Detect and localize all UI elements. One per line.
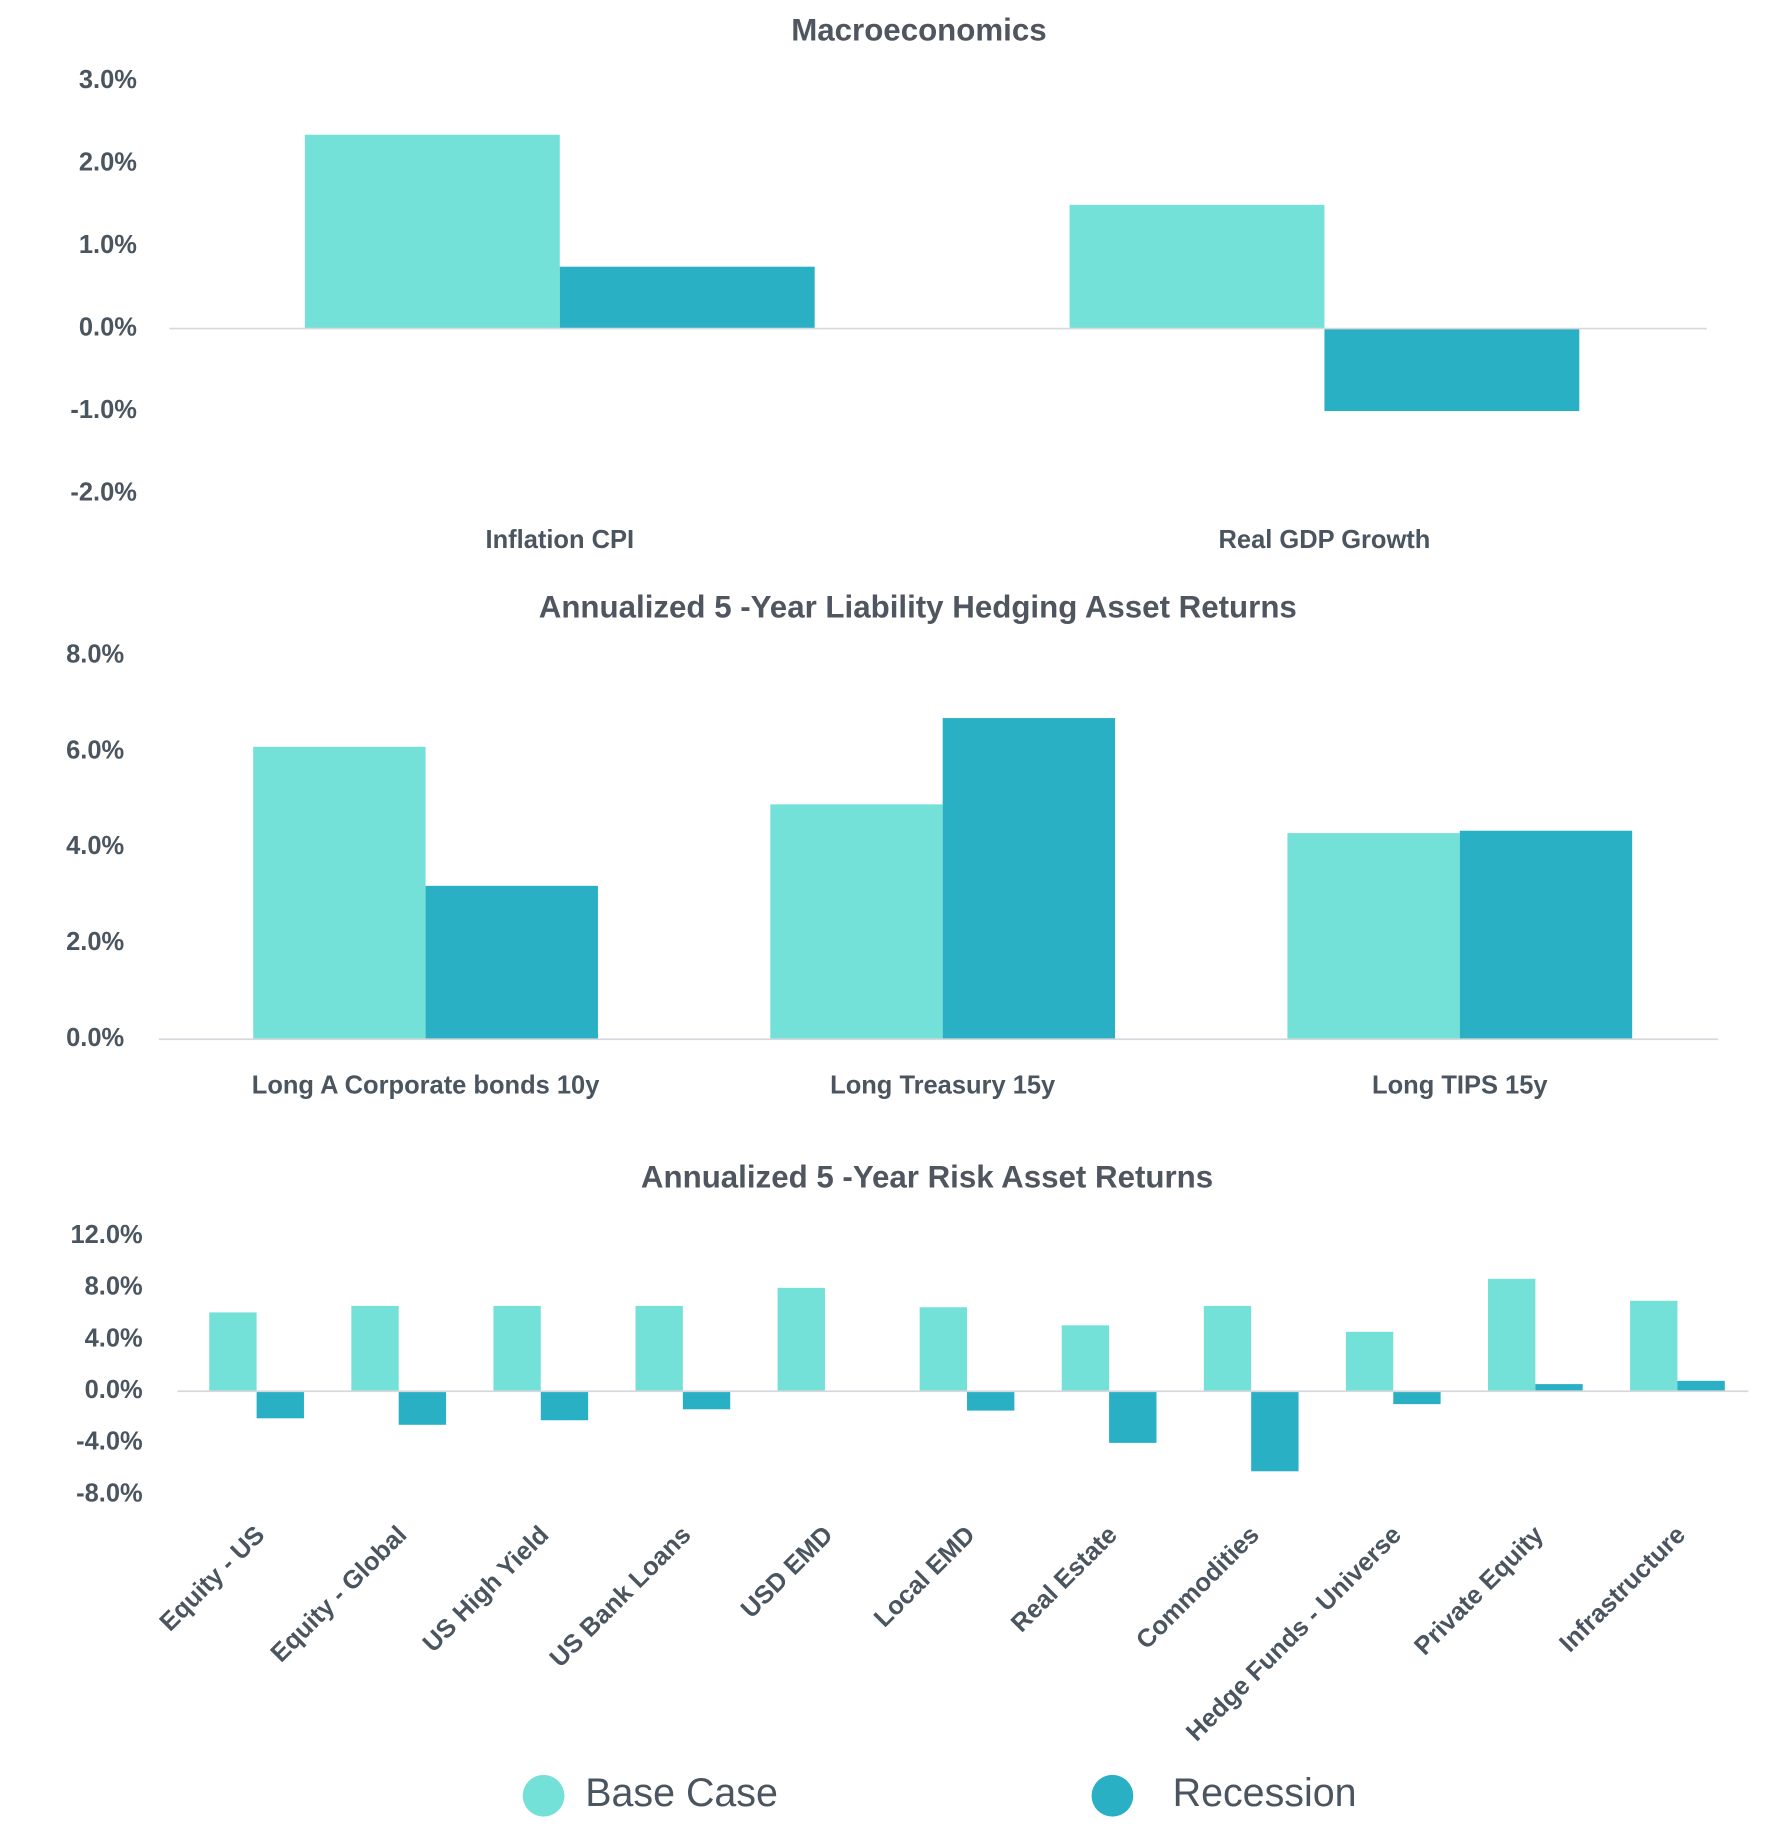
bar bbox=[1487, 1278, 1536, 1392]
y-tick-label: 3.0% bbox=[79, 66, 137, 94]
y-tick-label: 1.0% bbox=[79, 231, 137, 259]
x-tick-label: Local EMD bbox=[869, 1521, 981, 1633]
bar bbox=[540, 1391, 589, 1421]
bar bbox=[1345, 1331, 1394, 1392]
bar bbox=[967, 1391, 1015, 1411]
chart-title: Macroeconomics bbox=[791, 13, 1046, 48]
x-tick-label: Private Equity bbox=[1409, 1520, 1549, 1660]
y-tick-label: 4.0% bbox=[66, 832, 124, 860]
bar bbox=[351, 1305, 399, 1392]
y-tick-label: 4.0% bbox=[85, 1324, 143, 1352]
y-tick-label: 0.0% bbox=[85, 1376, 143, 1404]
bar bbox=[1535, 1384, 1583, 1392]
x-tick-label: Infrastructure bbox=[1554, 1521, 1691, 1658]
legend-label: Base Case bbox=[585, 1771, 778, 1815]
chart-title: Annualized 5 -Year Liability Hedging Ass… bbox=[539, 590, 1297, 625]
bar bbox=[1459, 830, 1633, 1040]
bar bbox=[493, 1305, 541, 1392]
bar bbox=[559, 266, 815, 329]
bar bbox=[253, 746, 426, 1040]
chart-title: Annualized 5 -Year Risk Asset Returns bbox=[641, 1160, 1213, 1195]
y-tick-label: 0.0% bbox=[79, 313, 137, 341]
legend-swatch bbox=[1091, 1774, 1134, 1817]
bar bbox=[1061, 1325, 1110, 1392]
y-tick-label: 0.0% bbox=[66, 1024, 124, 1052]
bar bbox=[209, 1312, 257, 1392]
x-tick-label: Equity - Global bbox=[265, 1521, 412, 1668]
x-tick-label: Commodities bbox=[1131, 1521, 1265, 1655]
x-tick-label: US High Yield bbox=[418, 1521, 555, 1658]
bar bbox=[1677, 1380, 1725, 1392]
y-tick-label: 8.0% bbox=[66, 640, 124, 668]
y-tick-label: -8.0% bbox=[76, 1479, 143, 1507]
x-tick-label: Long Treasury 15y bbox=[830, 1071, 1056, 1099]
x-tick-label: Real GDP Growth bbox=[1219, 526, 1431, 554]
y-tick-label: 8.0% bbox=[85, 1273, 143, 1301]
bar bbox=[1109, 1391, 1157, 1443]
bar bbox=[1324, 328, 1580, 412]
bar bbox=[425, 885, 598, 1040]
bar bbox=[1630, 1300, 1678, 1392]
bar bbox=[919, 1307, 968, 1392]
x-tick-label: Real Estate bbox=[1006, 1521, 1123, 1638]
bar bbox=[398, 1391, 447, 1425]
bar bbox=[1393, 1391, 1441, 1405]
bar bbox=[1203, 1305, 1252, 1392]
bar bbox=[682, 1391, 731, 1410]
bar bbox=[1251, 1391, 1299, 1472]
y-tick-label: -1.0% bbox=[70, 396, 137, 424]
y-tick-label: 2.0% bbox=[66, 928, 124, 956]
bar bbox=[1287, 833, 1460, 1040]
bar bbox=[777, 1287, 825, 1392]
y-tick-label: -4.0% bbox=[76, 1428, 143, 1456]
bar bbox=[770, 804, 943, 1040]
y-tick-label: -2.0% bbox=[70, 478, 137, 506]
legend-label: Recession bbox=[1173, 1771, 1357, 1815]
y-tick-label: 2.0% bbox=[79, 148, 137, 176]
y-tick-label: 12.0% bbox=[70, 1221, 142, 1249]
x-tick-label: Long A Corporate bonds 10y bbox=[252, 1071, 600, 1099]
bar bbox=[635, 1305, 683, 1392]
legend-swatch bbox=[522, 1774, 565, 1817]
x-tick-label: Inflation CPI bbox=[486, 526, 635, 554]
x-tick-label: US Bank Loans bbox=[545, 1521, 697, 1673]
bar bbox=[256, 1391, 304, 1419]
x-tick-label: Equity - US bbox=[154, 1521, 270, 1637]
bar bbox=[1069, 204, 1325, 329]
y-tick-label: 6.0% bbox=[66, 736, 124, 764]
bar bbox=[304, 134, 560, 329]
x-tick-label: Long TIPS 15y bbox=[1372, 1071, 1548, 1099]
bar bbox=[942, 718, 1116, 1040]
x-tick-label: USD EMD bbox=[736, 1521, 839, 1624]
